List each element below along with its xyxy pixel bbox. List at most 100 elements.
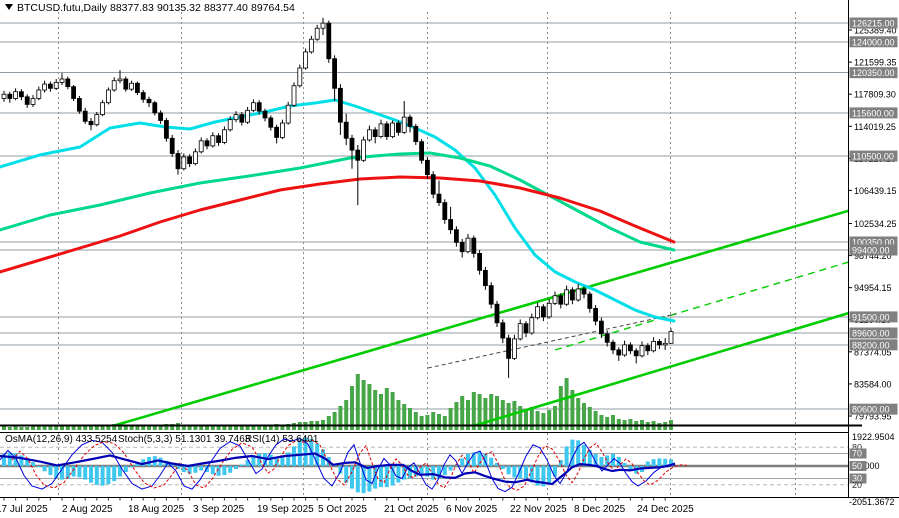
price-tick-label: 102534.25: [854, 219, 897, 229]
price-tick-label: 94954.15: [854, 283, 892, 293]
osma-bar: [239, 464, 244, 466]
osma-bar: [135, 462, 140, 466]
osma-bar: [500, 466, 505, 470]
candle-down: [152, 102, 158, 114]
osma-bar: [506, 466, 511, 475]
candle-down: [488, 285, 494, 305]
price-level-badge[interactable]: [849, 339, 898, 351]
candle-up: [42, 83, 47, 91]
candle-down: [494, 303, 500, 324]
price-level-badge[interactable]: [849, 67, 898, 79]
candle-down: [216, 135, 222, 143]
price-axis[interactable]: 125389.40121599.35117809.30114019.251102…: [848, 17, 898, 422]
volume-bar: [495, 396, 499, 430]
volume-bar: [471, 392, 476, 430]
osma-bar: [118, 466, 122, 477]
volume-bar: [187, 425, 192, 430]
candle-down: [424, 159, 430, 176]
osma-bar: [42, 466, 47, 472]
price-level-badge[interactable]: [849, 311, 898, 323]
candle-up: [361, 139, 367, 161]
volume-bar: [448, 408, 453, 430]
candle-up: [668, 331, 674, 344]
osma-bar: [94, 466, 99, 485]
time-axis-label: 22 Nov 2025: [510, 504, 567, 515]
candle-down: [175, 153, 181, 170]
volume-bar: [31, 426, 35, 430]
candle-down: [471, 237, 477, 254]
candle-up: [227, 119, 233, 131]
price-level-badge[interactable]: [849, 244, 898, 256]
volume-bar: [274, 424, 279, 430]
minor-trendline[interactable]: [427, 313, 677, 369]
time-axis-label: 17 Jul 2025: [0, 504, 48, 515]
volume-bar: [553, 406, 557, 430]
volume-bar: [129, 426, 134, 430]
candle-up: [53, 81, 59, 89]
osma-bar: [176, 466, 180, 470]
price-level-badge[interactable]: [849, 403, 898, 415]
volume-bar: [379, 394, 383, 430]
osma-bar: [402, 466, 407, 480]
osma-bar: [100, 466, 105, 486]
symbol-dropdown-icon[interactable]: [5, 4, 13, 10]
osma-bar: [2, 453, 6, 466]
price-level-badge[interactable]: [849, 17, 898, 29]
candle-down: [610, 341, 616, 351]
osma-bar: [286, 452, 291, 466]
candle-down: [123, 78, 129, 90]
candle-down: [407, 116, 413, 127]
volume-bar: [512, 401, 517, 430]
ohlc-low: 88377.40: [204, 2, 248, 14]
volume-bar: [71, 426, 76, 430]
price-level-badge[interactable]: [849, 36, 898, 48]
price-level-label: 120350.00: [852, 68, 895, 78]
candle-down: [134, 82, 140, 93]
osma-bar: [576, 440, 581, 466]
candle-down: [593, 308, 598, 322]
candle-down: [204, 140, 210, 147]
osma-bar: [396, 466, 401, 483]
osma-bar: [25, 458, 30, 466]
candle-down: [384, 123, 390, 137]
volume-bar: [419, 416, 424, 430]
candles: [1, 17, 674, 378]
oscillator-level-label: 80: [852, 442, 862, 452]
volume-bar: [245, 425, 250, 430]
osma-bar: [564, 446, 569, 466]
candle-down: [599, 320, 604, 335]
volume-bar: [181, 425, 186, 430]
volume-bar: [19, 427, 24, 430]
volume-bar: [100, 425, 105, 430]
osma-bar: [234, 466, 238, 470]
time-axis-label: 21 Oct 2025: [384, 504, 439, 515]
candle-down: [500, 322, 506, 339]
osma-bar: [268, 454, 273, 466]
candle-up: [291, 85, 297, 106]
volume-bar: [332, 412, 337, 430]
channel-lower[interactable]: [472, 298, 899, 426]
volume-bar: [570, 390, 575, 430]
time-axis-label: 8 Dec 2025: [574, 504, 626, 515]
price-level-badge[interactable]: [849, 327, 898, 339]
volume-bar: [106, 425, 111, 430]
volume-bar: [205, 426, 209, 430]
volume-bar: [466, 400, 470, 430]
trendlines[interactable]: [0, 196, 899, 459]
candle-up: [575, 288, 581, 301]
price-level-badge[interactable]: [849, 107, 898, 119]
osma-bar: [408, 466, 412, 479]
candle-up: [210, 135, 216, 147]
price-level-label: 80600.00: [852, 405, 890, 415]
candle-up: [106, 89, 111, 104]
volume-bar: [170, 424, 175, 430]
price-level-badge[interactable]: [849, 236, 898, 248]
time-axis[interactable]: 17 Jul 2025 2 Aug 2025 18 Aug 2025 3 Sep 20…: [0, 497, 694, 516]
channel-upper[interactable]: [0, 196, 899, 459]
osma-bar: [297, 439, 302, 466]
price-level-badge[interactable]: [849, 150, 898, 162]
candle-up: [250, 102, 256, 111]
candle-down: [477, 253, 483, 271]
